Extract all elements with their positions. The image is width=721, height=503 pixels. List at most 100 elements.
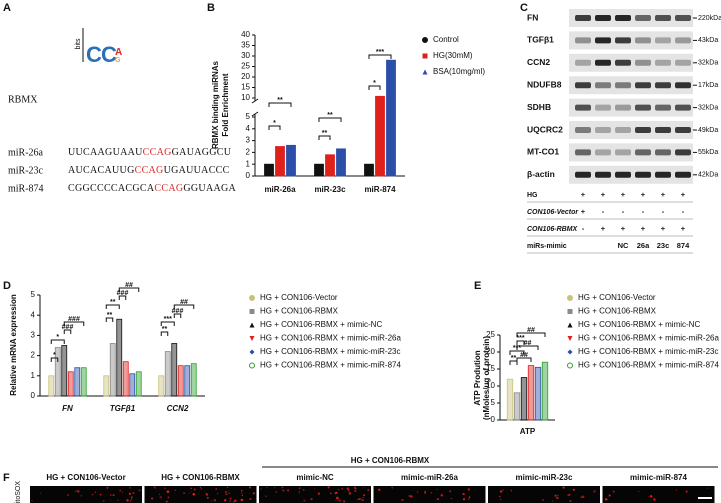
signal-dot [341, 488, 343, 490]
column-label: HG + CON106-Vector [46, 473, 125, 482]
signal-dot [510, 489, 513, 492]
significance-label: *** [164, 316, 172, 323]
condition-mark: + [661, 190, 666, 199]
blot-strip [569, 98, 693, 117]
y-tick-label: 0 [246, 171, 251, 180]
sequence-part: AUCACAUUG [68, 165, 135, 176]
signal-dot [193, 488, 196, 491]
axis-break [251, 98, 259, 104]
legend-label: HG(30mM) [433, 51, 473, 60]
blot-band [635, 82, 651, 89]
condition-mark: + [681, 224, 686, 233]
significance-label: ### [62, 324, 74, 331]
signal-dot [274, 487, 276, 489]
signal-dot [287, 489, 290, 492]
marker [249, 362, 255, 369]
signal-dot [569, 500, 572, 503]
blot-band [595, 82, 611, 89]
y-tick-label: 15 [241, 83, 250, 92]
signal-dot [265, 495, 267, 497]
marker [249, 295, 255, 301]
signal-dot [462, 498, 466, 501]
signal-dot [166, 490, 170, 493]
signal-dot [94, 491, 97, 494]
bar [103, 375, 110, 397]
signal-dot [213, 498, 217, 502]
y-tick-label: 3 [246, 136, 251, 145]
signal-dot [347, 489, 351, 492]
significance-label: *** [516, 335, 524, 342]
signal-dot [685, 490, 688, 493]
y-tick-label: 10 [241, 93, 250, 102]
protein-label: SDHB [527, 102, 551, 112]
significance-label: ## [524, 340, 532, 347]
legend-label: HG + CON106-RBMX [578, 307, 657, 316]
blot-band [675, 15, 691, 21]
size-label: 43kDa [698, 37, 718, 44]
protein-label: UQCRC2 [527, 124, 563, 134]
signal-dot [468, 496, 471, 499]
signal-dot [562, 486, 565, 489]
sequence: UUCAAGUAAUCCAGGAUAGGCU [68, 147, 232, 158]
significance-label: ** [162, 326, 168, 333]
bar [158, 375, 165, 397]
protein-label: CCN2 [527, 57, 550, 67]
signal-dot [440, 494, 444, 497]
blot-band [635, 59, 651, 66]
signal-dot [39, 492, 42, 494]
blot-band [595, 37, 611, 44]
signal-dot [225, 493, 228, 496]
signal-dot [653, 498, 656, 501]
condition-mark: 23c [657, 241, 670, 250]
sequence-part: UGAUUACCC [164, 165, 230, 176]
sequence: AUCACAUUGCCAGUGAUUACCC [68, 165, 230, 176]
blot-band [595, 104, 611, 111]
column-label: mimic-miR-874 [630, 473, 687, 482]
signal-dot [233, 500, 235, 503]
signal-dot [298, 487, 301, 489]
signal-dot [129, 487, 131, 489]
signal-dot [436, 488, 438, 491]
significance-bracket [173, 313, 182, 318]
condition-mark: - [582, 224, 585, 233]
signal-dot [229, 497, 232, 500]
signal-dot [260, 488, 262, 490]
sequence-part: CCAG [135, 165, 164, 176]
legend-label: HG + CON106-RBMX + mimic-miR-23c [260, 347, 400, 356]
condition-label: HG [527, 192, 538, 199]
signal-dot [401, 498, 404, 502]
signal-dot [500, 498, 502, 501]
bar [386, 59, 396, 177]
significance-bracket [368, 54, 392, 59]
significance-bracket [368, 85, 381, 90]
y-tick-label: 40 [241, 30, 250, 39]
condition-mark: 874 [677, 241, 690, 250]
bar [364, 163, 374, 177]
marker [567, 295, 573, 301]
signal-dot [121, 491, 124, 493]
signal-dot [153, 486, 156, 489]
blot-band [575, 104, 591, 111]
signal-dot [228, 500, 231, 503]
blot-band [635, 127, 651, 133]
blot-band [655, 82, 671, 89]
signal-dot [266, 487, 268, 489]
marker [567, 309, 573, 314]
significance-bracket [516, 357, 532, 362]
legend-label: HG + CON106-Vector [260, 293, 338, 302]
signal-dot [252, 492, 255, 495]
signal-dot [117, 499, 119, 501]
sequence-part: UUCAAGUAAU [68, 147, 143, 158]
y-tick-label: 4 [31, 310, 36, 319]
signal-dot [240, 498, 244, 502]
blot-strip [569, 121, 693, 139]
signal-dot [568, 493, 571, 496]
bar [375, 95, 385, 177]
bar [67, 371, 74, 397]
blot-band [655, 104, 671, 111]
signal-dot [224, 490, 227, 494]
signal-dot [706, 487, 709, 489]
signal-dot [647, 495, 649, 497]
y-tick-label: 2 [31, 351, 36, 360]
